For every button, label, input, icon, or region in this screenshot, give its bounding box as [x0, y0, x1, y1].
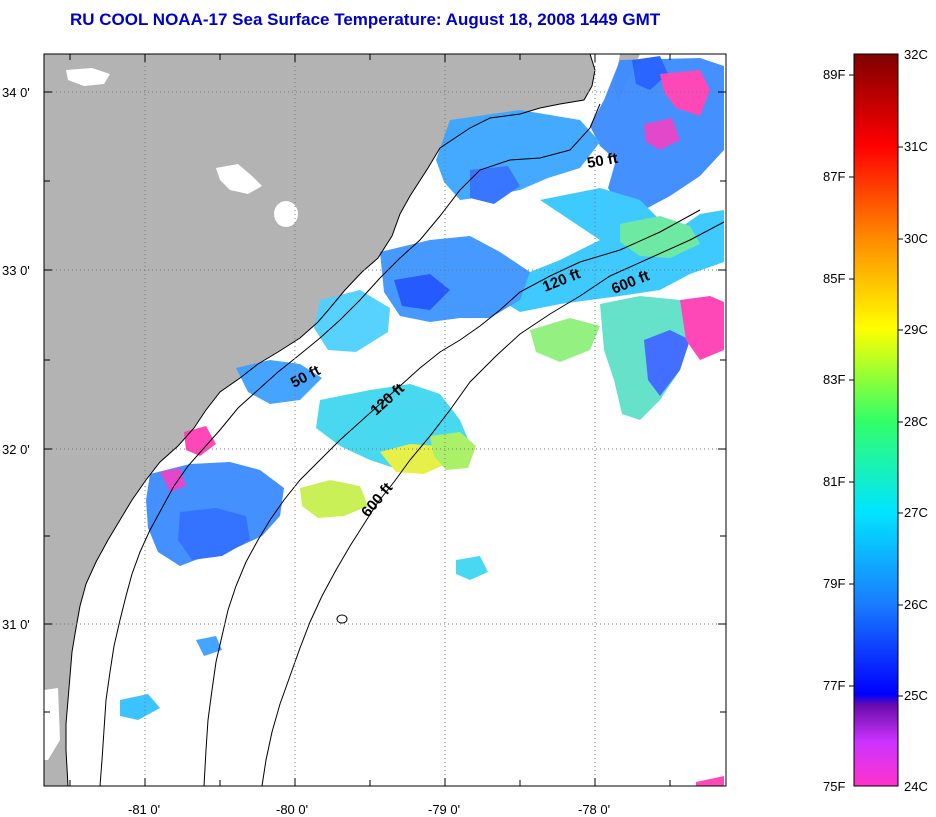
contour-600ft	[261, 221, 725, 786]
sst-patch	[314, 290, 390, 352]
sst-patch	[430, 432, 476, 470]
lat-tick-label: 32 0'	[2, 442, 30, 457]
coastline	[65, 54, 596, 786]
colorbar-fahrenheit-label: 75F	[823, 779, 845, 794]
sst-patch	[530, 318, 600, 362]
sst-patch	[470, 166, 520, 204]
land-mass	[44, 54, 595, 786]
sst-patch	[680, 296, 724, 360]
axis-ticks	[44, 54, 726, 786]
lon-tick-label: -79 0'	[428, 802, 460, 817]
chart-title: RU COOL NOAA-17 Sea Surface Temperature:…	[70, 10, 661, 29]
contour-ring	[336, 614, 348, 624]
colorbar-fahrenheit-label: 79F	[823, 576, 845, 591]
colorbar-celsius-label: 32C	[904, 47, 928, 62]
sst-patch	[600, 296, 690, 420]
sst-patch	[696, 776, 724, 786]
lat-tick-label: 33 0'	[2, 263, 30, 278]
colorbar-celsius-label: 27C	[904, 505, 928, 520]
graticule	[44, 54, 726, 786]
colorbar-celsius-label: 26C	[904, 597, 928, 612]
contour-50ft	[99, 103, 601, 786]
sst-patch	[644, 330, 690, 396]
sst-patch	[380, 444, 450, 474]
sst-patch	[456, 556, 488, 580]
colorbar-celsius-label: 31C	[904, 139, 928, 154]
lat-tick-label: 34 0'	[2, 85, 30, 100]
sst-patch	[660, 70, 710, 116]
colorbar-celsius-label: 30C	[904, 231, 928, 246]
cloud-patch	[216, 164, 262, 194]
colorbar-fahrenheit-label: 77F	[823, 678, 845, 693]
sst-patch	[632, 56, 668, 90]
sst-patch	[500, 188, 724, 312]
sst-patch	[160, 468, 186, 492]
colorbar-fahrenheit-label: 81F	[823, 474, 845, 489]
colorbar-celsius-label: 29C	[904, 322, 928, 337]
cloud-patch	[274, 201, 298, 227]
cloud-patch	[44, 688, 60, 760]
colorbar	[853, 53, 899, 787]
colorbar-fahrenheit-label: 89F	[823, 67, 845, 82]
colorbar-fahrenheit-label: 87F	[823, 169, 845, 184]
contour-label-50ft-north: 50 ft	[586, 150, 619, 172]
cloud-patch	[66, 68, 110, 86]
lat-tick-label: 31 0'	[2, 617, 30, 632]
sst-patch	[620, 216, 700, 258]
sst-patch	[394, 274, 450, 310]
sst-patch	[300, 480, 368, 518]
map-border	[43, 53, 727, 787]
sst-patch	[644, 118, 680, 150]
colorbar-fahrenheit-label: 83F	[823, 372, 845, 387]
lon-tick-label: -80 0'	[276, 802, 308, 817]
sst-patch	[178, 508, 250, 560]
colorbar-celsius-label: 24C	[904, 779, 928, 794]
colorbar-celsius-label: 25C	[904, 688, 928, 703]
lon-tick-label: -81 0'	[128, 802, 160, 817]
colorbar-celsius-label: 28C	[904, 414, 928, 429]
colorbar-fahrenheit-label: 85F	[823, 271, 845, 286]
sst-patch	[196, 636, 222, 656]
contour-120ft	[203, 209, 701, 786]
lon-tick-label: -78 0'	[578, 802, 610, 817]
sst-patch	[236, 360, 322, 404]
colorbar-ticks	[849, 74, 903, 697]
sst-patch	[120, 694, 160, 720]
